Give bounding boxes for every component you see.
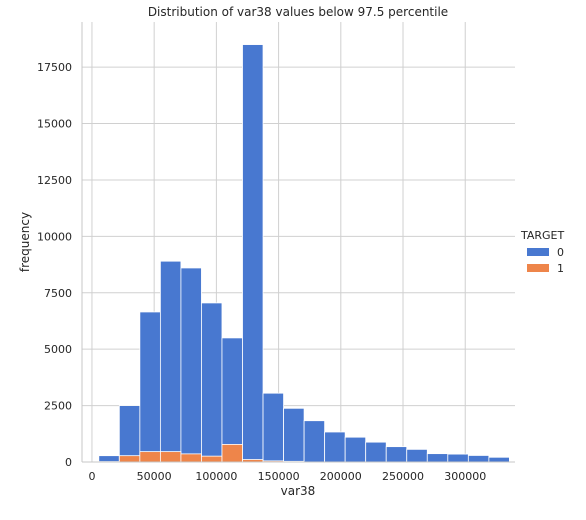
y-tick-label-0: 0 <box>65 456 72 469</box>
bar-target-0-0 <box>98 455 120 463</box>
bar-target-0-6 <box>221 337 243 463</box>
bar-target-0-2 <box>139 311 161 463</box>
x-tick-label-4: 200000 <box>320 470 362 483</box>
x-tick-label-1: 50000 <box>137 470 172 483</box>
bar-target-0-4 <box>180 267 202 463</box>
bar-target-1-6 <box>221 443 243 463</box>
y-tick-label-1: 2500 <box>44 400 72 413</box>
x-axis-label: var38 <box>281 484 316 498</box>
bar-target-0-5 <box>201 302 223 463</box>
bar-target-1-4 <box>180 453 202 463</box>
legend: TARGET 0 1 <box>520 229 565 275</box>
bar-target-0-14 <box>385 446 408 463</box>
bar-target-1-5 <box>201 455 223 463</box>
gridlines <box>82 22 515 462</box>
bar-target-0-9 <box>283 407 305 463</box>
y-tick-label-3: 7500 <box>44 287 72 300</box>
x-tick-labels: 0 50000 100000 150000 200000 250000 300000 <box>88 470 486 483</box>
y-tick-labels: 0 2500 5000 7500 10000 12500 15000 17500 <box>37 61 72 469</box>
x-tick-label-2: 100000 <box>195 470 237 483</box>
y-tick-label-7: 17500 <box>37 61 72 74</box>
legend-label-0: 0 <box>557 246 564 259</box>
bar-target-0-3 <box>159 260 182 463</box>
bar-target-0-16 <box>426 453 449 463</box>
x-tick-label-6: 300000 <box>444 470 486 483</box>
bar-target-0-7 <box>242 44 264 463</box>
histogram-bars <box>98 44 510 463</box>
y-axis-label: frequency <box>18 212 32 272</box>
bar-target-0-1 <box>118 405 141 463</box>
legend-swatch-1 <box>527 264 549 272</box>
bar-target-0-19 <box>488 456 510 463</box>
bar-target-0-13 <box>365 441 387 463</box>
bar-target-0-10 <box>303 420 326 463</box>
legend-label-1: 1 <box>557 262 564 275</box>
bar-target-0-18 <box>467 455 490 463</box>
y-tick-label-4: 10000 <box>37 230 72 243</box>
y-tick-label-6: 15000 <box>37 118 72 131</box>
legend-title: TARGET <box>520 229 565 242</box>
bar-target-1-1 <box>118 455 141 463</box>
bar-target-0-12 <box>344 436 367 463</box>
x-tick-label-5: 250000 <box>382 470 424 483</box>
chart-title: Distribution of var38 values below 97.5 … <box>148 5 448 19</box>
bar-target-0-17 <box>447 453 469 463</box>
legend-swatch-0 <box>527 248 549 256</box>
x-tick-label-0: 0 <box>88 470 95 483</box>
bar-target-1-2 <box>139 451 161 463</box>
bar-target-0-11 <box>324 431 346 463</box>
y-tick-label-2: 5000 <box>44 343 72 356</box>
bar-target-0-8 <box>262 392 284 463</box>
x-tick-label-3: 150000 <box>258 470 300 483</box>
y-tick-label-5: 12500 <box>37 174 72 187</box>
bar-target-1-3 <box>159 451 182 463</box>
bar-target-0-15 <box>406 448 428 463</box>
